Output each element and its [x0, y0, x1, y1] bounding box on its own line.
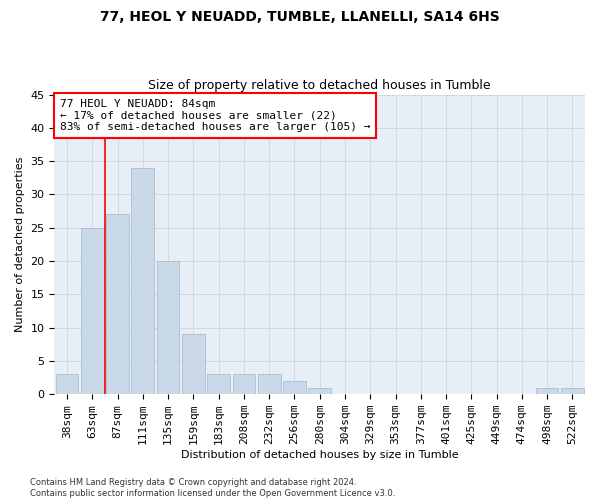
Bar — [283, 381, 306, 394]
Bar — [157, 261, 179, 394]
Bar — [536, 388, 559, 394]
Bar — [258, 374, 281, 394]
Bar — [207, 374, 230, 394]
Bar — [561, 388, 584, 394]
Y-axis label: Number of detached properties: Number of detached properties — [15, 156, 25, 332]
Bar — [233, 374, 255, 394]
Bar — [56, 374, 79, 394]
Text: Contains HM Land Registry data © Crown copyright and database right 2024.
Contai: Contains HM Land Registry data © Crown c… — [30, 478, 395, 498]
Bar — [182, 334, 205, 394]
Bar — [81, 228, 104, 394]
Bar — [131, 168, 154, 394]
Text: 77, HEOL Y NEUADD, TUMBLE, LLANELLI, SA14 6HS: 77, HEOL Y NEUADD, TUMBLE, LLANELLI, SA1… — [100, 10, 500, 24]
Bar — [308, 388, 331, 394]
Text: 77 HEOL Y NEUADD: 84sqm
← 17% of detached houses are smaller (22)
83% of semi-de: 77 HEOL Y NEUADD: 84sqm ← 17% of detache… — [60, 99, 370, 132]
X-axis label: Distribution of detached houses by size in Tumble: Distribution of detached houses by size … — [181, 450, 458, 460]
Title: Size of property relative to detached houses in Tumble: Size of property relative to detached ho… — [148, 79, 491, 92]
Bar — [106, 214, 129, 394]
